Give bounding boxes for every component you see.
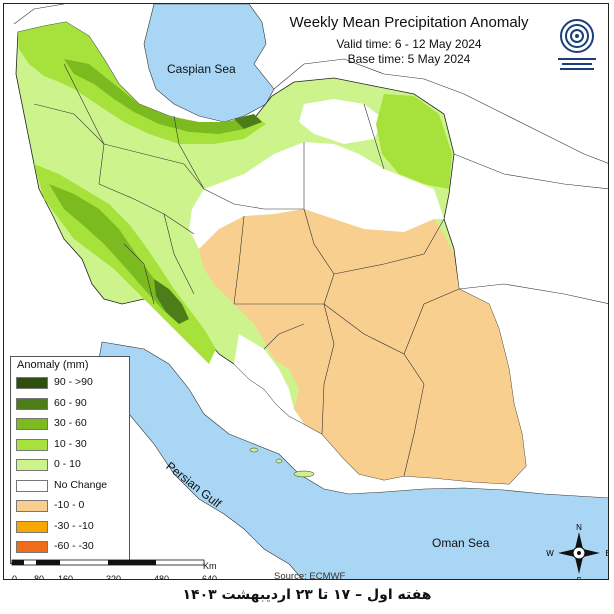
legend-swatch (16, 438, 48, 451)
oman-sea-label: Oman Sea (432, 536, 490, 550)
legend-label: 60 - 90 (54, 396, 87, 409)
legend-label: -30 - -10 (54, 519, 94, 532)
scale-tick-label: 160 (58, 574, 74, 580)
base-time: Base time: 5 May 2024 (347, 52, 471, 66)
caspian-sea (143, 4, 275, 123)
compass-e: E (605, 549, 609, 558)
scale-tick-label: 80 (34, 574, 45, 580)
legend-row: 90 - >90 (16, 376, 128, 390)
scale-tick-label: 640 (202, 574, 218, 580)
legend-label: 30 - 60 (54, 417, 87, 429)
scale-unit: Km (203, 561, 217, 571)
legend-row: -10 - 0 (16, 499, 128, 513)
legend-label: -10 - 0 (54, 499, 85, 511)
legend-row: 10 - 30 (16, 437, 128, 452)
legend-row: -30 - -10 (16, 519, 128, 534)
province-borders (33, 63, 460, 477)
anomaly-10-30-northwest (18, 22, 266, 144)
organization-logo (558, 19, 596, 70)
anomaly-30-60-north (64, 59, 249, 134)
map-frame: Weekly Mean Precipitation Anomaly Valid … (3, 3, 609, 580)
scale-tick-label: 320 (106, 574, 122, 580)
legend-swatch (16, 459, 48, 471)
valid-time: Valid time: 6 - 12 May 2024 (336, 37, 482, 51)
legend-row: 0 - 10 (16, 458, 128, 472)
legend-swatch (16, 541, 48, 553)
legend-label: No Change (54, 478, 108, 491)
legend-swatch (16, 479, 48, 492)
persian-week-caption: هفته اول – ۱۷ تا ۲۳ اردیبهشت ۱۴۰۳ (182, 587, 432, 603)
legend-row: -60 - -30 (16, 540, 128, 554)
legend-title: Anomaly (mm) (17, 359, 89, 371)
compass-w: W (546, 549, 554, 558)
legend-row: 30 - 60 (16, 417, 128, 431)
legend-label: 10 - 30 (54, 437, 87, 450)
country-borders (13, 4, 608, 304)
anomaly-60-90-north (234, 114, 262, 129)
anomaly-60-90-west (154, 279, 189, 324)
legend-label: 90 - >90 (54, 376, 93, 388)
scale-tick-label: 480 (154, 574, 170, 580)
legend-label: 0 - 10 (54, 458, 81, 470)
legend-swatch (16, 500, 48, 512)
compass-s: S (576, 576, 581, 580)
persian-gulf-and-oman-sea (98, 341, 608, 579)
legend-swatch (16, 397, 48, 410)
compass-rose-icon: N S W E (546, 523, 609, 580)
gulf-islands (249, 447, 315, 478)
legend-swatch (16, 418, 48, 430)
no-change-patch-south (234, 334, 304, 424)
data-source: Source: ECMWF (274, 571, 346, 580)
no-change-patch-east (299, 99, 384, 144)
precipitation-anomaly-map (13, 4, 608, 579)
legend-row: No Change (16, 478, 128, 493)
anomaly-10-30-northeast (376, 94, 452, 189)
legend-swatch (16, 377, 48, 389)
compass-n: N (576, 523, 582, 532)
scale-bar (11, 559, 205, 566)
legend-swatch (16, 520, 48, 533)
scale-tick-label: 0 (12, 574, 18, 580)
legend-label: -60 - -30 (54, 540, 94, 552)
map-title: Weekly Mean Precipitation Anomaly (289, 14, 529, 31)
legend: Anomaly (mm) 90 - >90 60 - 90 30 - 60 10 - … (10, 356, 130, 564)
caspian-sea-label: Caspian Sea (167, 62, 236, 76)
no-change-region (189, 142, 444, 249)
negative-anomaly-region (199, 209, 526, 484)
legend-row: 60 - 90 (16, 396, 128, 411)
